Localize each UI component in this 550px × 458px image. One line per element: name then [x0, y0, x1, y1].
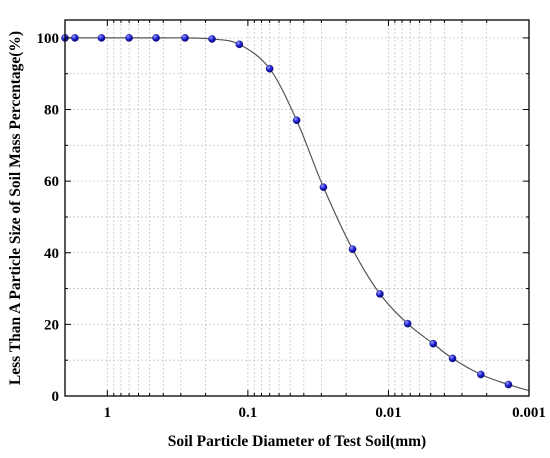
y-tick-label: 0	[52, 389, 60, 405]
data-point	[265, 64, 274, 73]
data-point	[376, 290, 384, 298]
data-point	[235, 40, 244, 49]
axes: 1 0.1 0.01 0.001 0 20 40 60 80 100	[37, 19, 546, 421]
x-tick-label: 0.01	[375, 405, 401, 421]
data-point	[71, 34, 79, 42]
grid-lines	[64, 20, 530, 396]
y-tick-label: 20	[44, 317, 59, 333]
y-tick-label: 100	[37, 31, 60, 47]
y-tick-label: 40	[44, 246, 59, 262]
data-point	[208, 35, 216, 43]
data-point	[152, 34, 160, 42]
x-tick-label: 0.001	[512, 405, 546, 421]
data-point	[429, 339, 438, 348]
data-point	[319, 183, 328, 192]
y-tick-label: 60	[44, 174, 59, 190]
data-point	[504, 380, 513, 389]
fit-curve	[64, 37, 530, 392]
x-axis-title: Soil Particle Diameter of Test Soil(mm)	[168, 433, 426, 450]
y-axis-title: Less Than A Particle Size of Soil Mass P…	[7, 31, 24, 385]
x-tick-label: 0.1	[239, 405, 258, 421]
data-point	[348, 245, 357, 253]
plot-frame	[64, 19, 530, 397]
data-point	[292, 116, 301, 125]
x-tick-label: 1	[104, 405, 112, 421]
fit-curve-layer	[64, 37, 530, 392]
data-point	[181, 34, 189, 42]
data-point	[448, 354, 457, 363]
y-tick-label: 80	[44, 103, 59, 119]
data-point	[97, 34, 106, 42]
data-point	[477, 370, 485, 379]
data-point	[403, 319, 412, 328]
data-point	[125, 34, 133, 42]
data-points	[61, 34, 513, 389]
